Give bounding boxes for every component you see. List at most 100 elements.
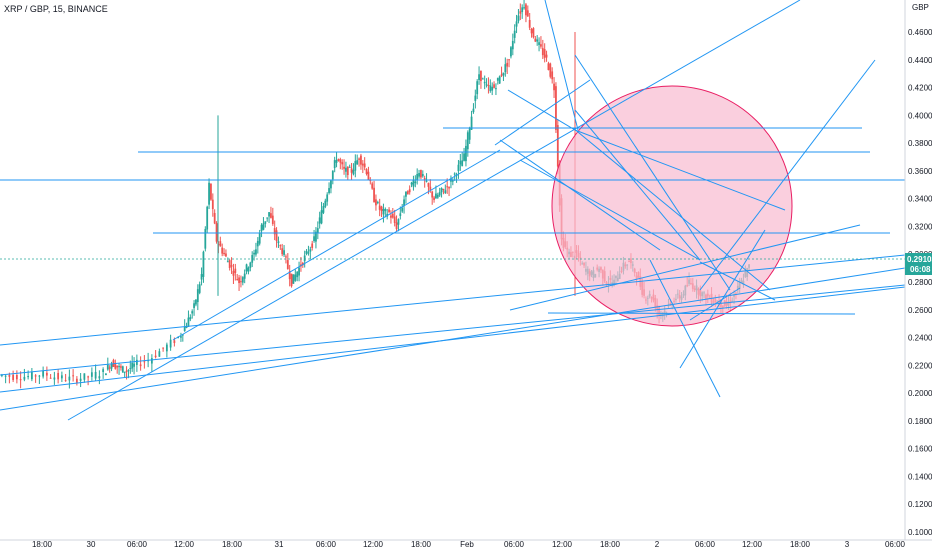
candle-body xyxy=(240,281,242,283)
candle-body xyxy=(493,84,495,88)
candle-body xyxy=(538,42,540,45)
candle-body xyxy=(420,169,422,178)
candle-body xyxy=(337,159,340,161)
candle-body xyxy=(446,186,449,188)
candle-body xyxy=(384,208,387,212)
x-tick-label: Feb xyxy=(460,540,474,549)
candle-body xyxy=(206,206,209,230)
candle-body xyxy=(105,373,107,376)
x-tick-label: 3 xyxy=(845,540,850,549)
x-tick-label: 06:00 xyxy=(316,540,337,549)
candle-body xyxy=(444,190,447,194)
candle-body xyxy=(309,249,312,252)
candle-body xyxy=(316,228,319,233)
candle-body xyxy=(410,182,413,185)
candle-body xyxy=(315,231,317,242)
last-price-label: 0.29103 xyxy=(907,255,932,264)
x-tick-label: 18:00 xyxy=(600,540,621,549)
candle-body xyxy=(64,380,67,382)
candle-body xyxy=(198,284,201,293)
candle-body xyxy=(230,265,233,267)
candle-body xyxy=(311,243,314,248)
trend-line xyxy=(172,149,501,341)
x-tick-label: 18:00 xyxy=(790,540,811,549)
candle-body xyxy=(440,188,443,193)
candle-body xyxy=(125,370,128,372)
candle-body xyxy=(320,210,323,224)
candle-body xyxy=(135,359,138,365)
trend-line xyxy=(699,59,876,291)
candle-body xyxy=(127,370,130,372)
candle-body xyxy=(429,186,432,190)
candle-body xyxy=(245,264,248,272)
candle-body xyxy=(489,85,492,91)
trend-line xyxy=(572,127,771,291)
candle-body xyxy=(42,370,45,377)
candle-body xyxy=(466,132,469,150)
candle-body xyxy=(496,78,499,81)
candle-body xyxy=(502,72,505,76)
candle-body xyxy=(390,215,392,218)
candle-body xyxy=(270,213,272,218)
candle-body xyxy=(373,187,375,203)
candle-body xyxy=(380,206,383,211)
candle-body xyxy=(333,160,336,169)
candle-body xyxy=(271,215,274,224)
candle-body xyxy=(290,273,293,287)
candle-body xyxy=(474,95,477,101)
candle-body xyxy=(431,191,434,198)
candle-body xyxy=(375,199,377,206)
candle-body xyxy=(169,339,172,348)
candle-body xyxy=(483,81,486,84)
candle-body xyxy=(408,189,411,193)
candle-body xyxy=(0,374,3,376)
candle-body xyxy=(200,274,203,280)
candle-body xyxy=(114,362,117,369)
x-tick-label: 06:00 xyxy=(695,540,716,549)
candle-body xyxy=(4,375,7,377)
candle-body xyxy=(215,223,218,242)
candle-body xyxy=(378,205,381,210)
candle-body xyxy=(495,88,497,90)
candle-body xyxy=(253,252,255,255)
candle-body xyxy=(180,336,182,338)
candle-body xyxy=(448,187,450,189)
candle-body xyxy=(286,260,289,269)
candle-body xyxy=(470,116,473,130)
candle-body xyxy=(90,372,93,377)
candle-body xyxy=(204,229,207,249)
x-tick-label: 06:00 xyxy=(504,540,525,549)
drawings xyxy=(0,0,906,421)
candle-body xyxy=(8,375,11,377)
candle-body xyxy=(307,252,310,254)
candle-body xyxy=(243,273,246,279)
trend-line xyxy=(0,267,906,411)
candle-body xyxy=(540,44,542,47)
trend-line xyxy=(574,54,731,291)
candle-body xyxy=(53,377,56,380)
trend-line xyxy=(499,139,661,251)
candle-body xyxy=(94,371,97,379)
candle-body xyxy=(143,361,146,363)
candle-body xyxy=(350,168,353,173)
candle-body xyxy=(324,200,327,207)
candle-body xyxy=(371,183,374,189)
candle-body xyxy=(108,367,111,369)
candle-body xyxy=(123,371,126,373)
candle-body xyxy=(369,180,372,182)
last-price-badge xyxy=(905,253,932,275)
time-axis[interactable]: 18:00 30 06:00 12:00 18:00 31 06:00 12:00 18:00 F… xyxy=(0,539,932,549)
candle-body xyxy=(279,245,282,247)
candle-body xyxy=(360,155,362,165)
candle-body xyxy=(255,249,257,255)
candle-body xyxy=(193,303,195,308)
candle-body xyxy=(296,271,299,278)
candle-body xyxy=(288,271,291,280)
candle-body xyxy=(256,240,259,247)
x-tick-label: 31 xyxy=(275,540,284,549)
candle-body xyxy=(150,358,153,364)
trend-line xyxy=(67,0,801,421)
